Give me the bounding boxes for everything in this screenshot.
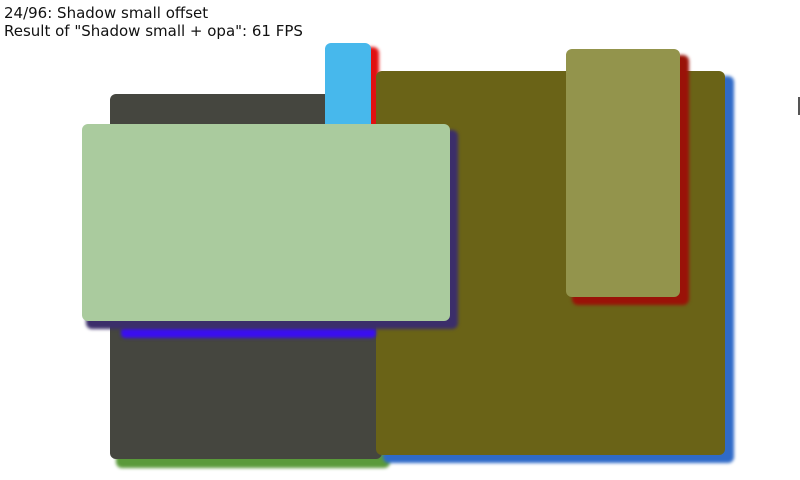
light-green-rect (82, 124, 450, 321)
sky-blue-rect (325, 43, 371, 133)
result-text: Result of "Shadow small + opa": 61 FPS (4, 22, 303, 40)
violet-strip (121, 327, 376, 338)
offscreen-edge-marker (798, 97, 800, 115)
khaki-rect (566, 49, 680, 297)
scene-title: 24/96: Shadow small offset (4, 4, 209, 22)
